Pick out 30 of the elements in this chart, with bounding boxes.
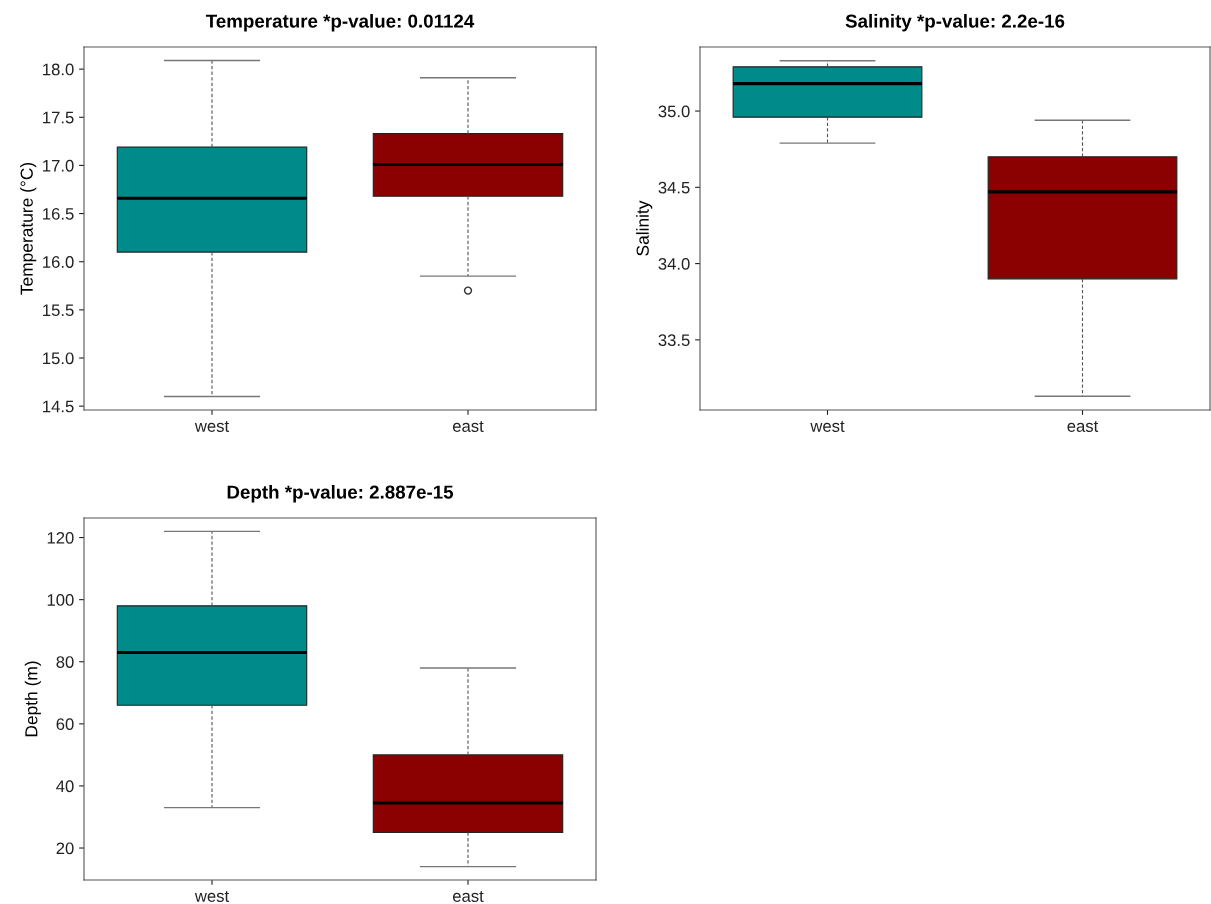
- chart-title: Depth *p-value: 2.887e-15: [227, 484, 454, 503]
- y-tick-label: 40: [56, 780, 74, 793]
- x-tick-label: west: [810, 421, 845, 432]
- y-tick-label: 35.0: [658, 105, 690, 118]
- y-tick-label: 33.5: [658, 334, 690, 347]
- y-tick-label: 17.0: [43, 159, 74, 172]
- chart-title: Salinity *p-value: 2.2e-16: [845, 13, 1065, 32]
- y-tick-label: 20: [56, 842, 74, 855]
- x-tick-label: east: [1067, 421, 1099, 432]
- y-tick-label: 16.5: [43, 207, 74, 220]
- y-tick-label: 34.0: [658, 257, 690, 270]
- y-tick-label: 120: [47, 531, 74, 544]
- y-axis-title: Depth (m): [24, 661, 41, 737]
- y-tick-label: 80: [56, 656, 74, 668]
- chart-title: Temperature *p-value: 0.01124: [205, 13, 475, 32]
- x-tick-label: west: [194, 421, 230, 432]
- y-tick-label: 14.5: [43, 400, 74, 413]
- x-tick-label: east: [452, 891, 484, 902]
- y-tick-label: 34.5: [658, 181, 690, 194]
- y-tick-label: 16.0: [43, 256, 74, 268]
- x-tick-label: west: [194, 891, 230, 902]
- y-tick-label: 17.5: [43, 111, 74, 124]
- y-tick-label: 18.0: [43, 63, 74, 76]
- x-tick-label: east: [452, 421, 484, 432]
- y-tick-label: 60: [56, 718, 74, 731]
- y-axis-title: Salinity: [636, 200, 653, 256]
- y-tick-label: 15.5: [43, 304, 74, 317]
- y-tick-label: 15.0: [43, 352, 74, 365]
- y-tick-label: 100: [47, 594, 74, 606]
- y-axis-title: Temperature (°C): [20, 162, 37, 295]
